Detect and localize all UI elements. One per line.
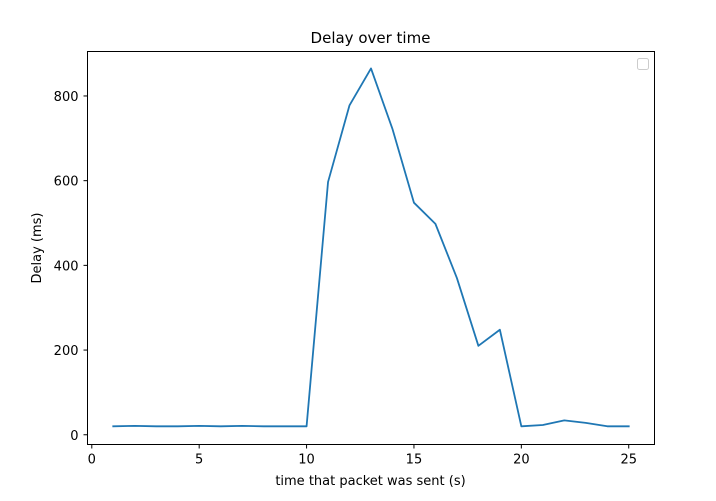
- y-tick-label: 800: [54, 90, 79, 105]
- plot-frame: [87, 51, 655, 445]
- x-tick-label: 25: [620, 453, 637, 468]
- delay-series-line: [112, 67, 630, 428]
- x-tick-label: 10: [298, 453, 315, 468]
- y-axis-label: Delay (ms): [30, 213, 45, 284]
- x-tick-label: 0: [88, 453, 96, 468]
- y-tick-label: 200: [54, 344, 79, 359]
- x-tick-label: 5: [195, 453, 203, 468]
- x-tick-label: 20: [513, 453, 530, 468]
- y-tick-label: 600: [54, 175, 79, 190]
- y-tick-label: 400: [54, 259, 79, 274]
- legend-box: [637, 58, 649, 70]
- chart-title: Delay over time: [311, 29, 431, 47]
- axes: 0 5 10 15 20 25 0 200 400 600 800: [54, 90, 637, 468]
- x-tick-label: 15: [406, 453, 423, 468]
- y-tick-label: 0: [70, 429, 78, 444]
- series-layer: [112, 67, 630, 428]
- x-axis-label: time that packet was sent (s): [275, 474, 465, 489]
